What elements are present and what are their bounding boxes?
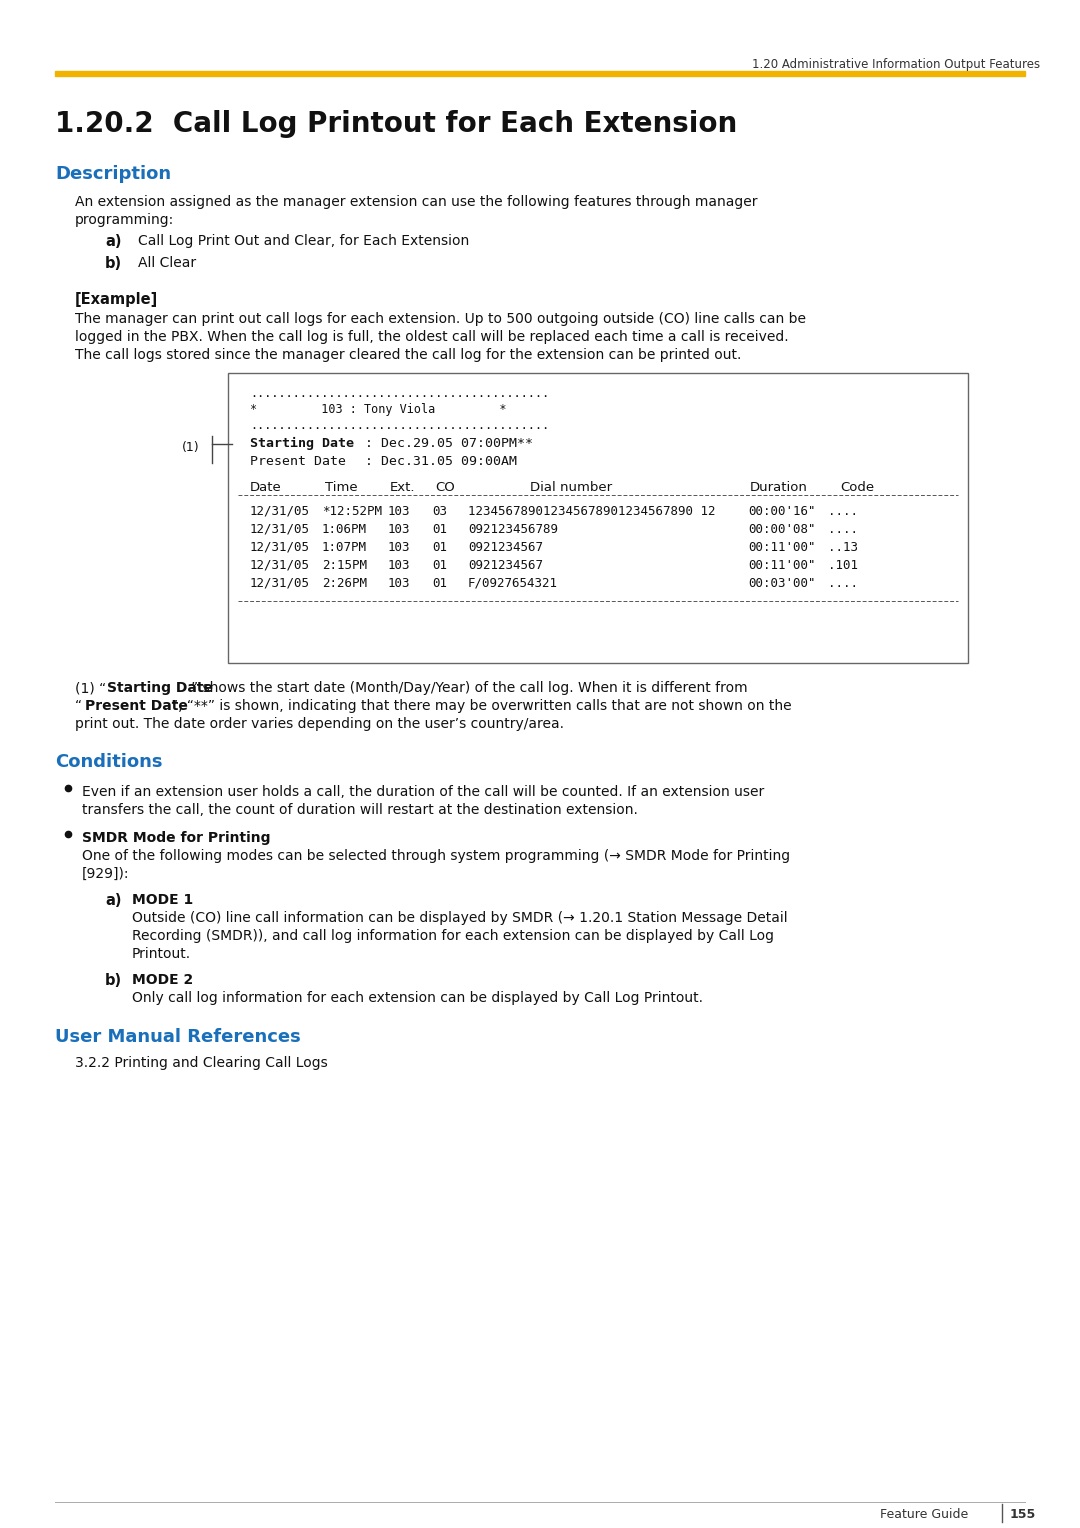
Text: 01: 01 <box>432 578 447 590</box>
Text: 2:26PM: 2:26PM <box>322 578 367 590</box>
Text: 103: 103 <box>388 541 410 555</box>
Text: Dial number: Dial number <box>530 481 612 494</box>
Text: All Clear: All Clear <box>138 257 197 270</box>
Text: 00:11'00": 00:11'00" <box>748 541 815 555</box>
Text: Present Date: Present Date <box>249 455 346 468</box>
Text: 00:11'00": 00:11'00" <box>748 559 815 571</box>
Text: [Example]: [Example] <box>75 292 159 307</box>
Text: : Dec.29.05 07:00PM**: : Dec.29.05 07:00PM** <box>365 437 534 451</box>
Text: Duration: Duration <box>750 481 808 494</box>
Text: Only call log information for each extension can be displayed by Call Log Printo: Only call log information for each exten… <box>132 992 703 1005</box>
Text: 01: 01 <box>432 559 447 571</box>
Text: print out. The date order varies depending on the user’s country/area.: print out. The date order varies dependi… <box>75 717 564 730</box>
Text: 103: 103 <box>388 504 410 518</box>
Text: F/0927654321: F/0927654321 <box>468 578 558 590</box>
Text: [929]):: [929]): <box>82 866 130 882</box>
Bar <box>55 70 1025 76</box>
Text: Starting Date: Starting Date <box>107 681 213 695</box>
Text: Date: Date <box>249 481 282 494</box>
Text: : Dec.31.05 09:00AM: : Dec.31.05 09:00AM <box>365 455 517 468</box>
Text: logged in the PBX. When the call log is full, the oldest call will be replaced e: logged in the PBX. When the call log is … <box>75 330 788 344</box>
Text: Feature Guide: Feature Guide <box>880 1508 969 1520</box>
Text: Printout.: Printout. <box>132 947 191 961</box>
Text: MODE 2: MODE 2 <box>132 973 193 987</box>
Text: 155: 155 <box>1010 1508 1036 1520</box>
Text: CO: CO <box>435 481 455 494</box>
Text: ....: .... <box>828 523 858 536</box>
Text: 103: 103 <box>388 559 410 571</box>
Text: 2:15PM: 2:15PM <box>322 559 367 571</box>
Text: 00:00'16": 00:00'16" <box>748 504 815 518</box>
Text: 01: 01 <box>432 541 447 555</box>
Text: ” shows the start date (Month/Day/Year) of the call log. When it is different fr: ” shows the start date (Month/Day/Year) … <box>191 681 747 695</box>
Text: ....: .... <box>828 578 858 590</box>
Text: Present Date: Present Date <box>85 698 188 714</box>
Text: ..13: ..13 <box>828 541 858 555</box>
Text: Code: Code <box>840 481 874 494</box>
Text: a): a) <box>105 234 121 249</box>
Text: 00:00'08": 00:00'08" <box>748 523 815 536</box>
Text: Outside (CO) line call information can be displayed by SMDR (→ 1.20.1 Station Me: Outside (CO) line call information can b… <box>132 911 787 924</box>
Text: *         103 : Tony Viola         *: * 103 : Tony Viola * <box>249 403 507 416</box>
Text: The call logs stored since the manager cleared the call log for the extension ca: The call logs stored since the manager c… <box>75 348 741 362</box>
Bar <box>228 373 968 663</box>
Text: User Manual References: User Manual References <box>55 1028 300 1047</box>
Text: (1): (1) <box>183 442 200 454</box>
Text: programming:: programming: <box>75 212 174 228</box>
Text: Recording (SMDR)), and call log information for each extension can be displayed : Recording (SMDR)), and call log informat… <box>132 929 774 943</box>
Text: 12/31/05: 12/31/05 <box>249 578 310 590</box>
Text: 1.20 Administrative Information Output Features: 1.20 Administrative Information Output F… <box>752 58 1040 70</box>
Text: b): b) <box>105 257 122 270</box>
Text: An extension assigned as the manager extension can use the following features th: An extension assigned as the manager ext… <box>75 196 757 209</box>
Text: 1:07PM: 1:07PM <box>322 541 367 555</box>
Text: 103: 103 <box>388 578 410 590</box>
Text: The manager can print out call logs for each extension. Up to 500 outgoing outsi: The manager can print out call logs for … <box>75 312 806 325</box>
Text: 00:03'00": 00:03'00" <box>748 578 815 590</box>
Text: One of the following modes can be selected through system programming (→ SMDR Mo: One of the following modes can be select… <box>82 850 791 863</box>
Text: (1) “: (1) “ <box>75 681 106 695</box>
Text: transfers the call, the count of duration will restart at the destination extens: transfers the call, the count of duratio… <box>82 804 638 817</box>
Text: 1:06PM: 1:06PM <box>322 523 367 536</box>
Text: Description: Description <box>55 165 171 183</box>
Text: ..........................................: ........................................… <box>249 419 550 432</box>
Text: 12/31/05: 12/31/05 <box>249 541 310 555</box>
Text: ”, “**” is shown, indicating that there may be overwritten calls that are not sh: ”, “**” is shown, indicating that there … <box>171 698 792 714</box>
Text: 12/31/05: 12/31/05 <box>249 504 310 518</box>
Text: 12/31/05: 12/31/05 <box>249 523 310 536</box>
Text: Starting Date: Starting Date <box>249 437 354 451</box>
Text: 0921234567: 0921234567 <box>468 559 543 571</box>
Text: 123456789012345678901234567890 12: 123456789012345678901234567890 12 <box>468 504 715 518</box>
Text: a): a) <box>105 892 121 908</box>
Text: 1.20.2  Call Log Printout for Each Extension: 1.20.2 Call Log Printout for Each Extens… <box>55 110 738 138</box>
Text: b): b) <box>105 973 122 989</box>
Text: Call Log Print Out and Clear, for Each Extension: Call Log Print Out and Clear, for Each E… <box>138 234 469 248</box>
Text: .101: .101 <box>828 559 858 571</box>
Text: 03: 03 <box>432 504 447 518</box>
Text: Conditions: Conditions <box>55 753 162 772</box>
Text: 01: 01 <box>432 523 447 536</box>
Text: MODE 1: MODE 1 <box>132 892 193 908</box>
Text: 092123456789: 092123456789 <box>468 523 558 536</box>
Text: 3.2.2 Printing and Clearing Call Logs: 3.2.2 Printing and Clearing Call Logs <box>75 1056 327 1070</box>
Text: Time: Time <box>325 481 357 494</box>
Text: SMDR Mode for Printing: SMDR Mode for Printing <box>82 831 270 845</box>
Text: 103: 103 <box>388 523 410 536</box>
Text: ..........................................: ........................................… <box>249 387 550 400</box>
Text: Ext.: Ext. <box>390 481 416 494</box>
Text: 0921234567: 0921234567 <box>468 541 543 555</box>
Text: “: “ <box>75 698 82 714</box>
Text: 12/31/05: 12/31/05 <box>249 559 310 571</box>
Text: ....: .... <box>828 504 858 518</box>
Text: Even if an extension user holds a call, the duration of the call will be counted: Even if an extension user holds a call, … <box>82 785 765 799</box>
Text: *12:52PM: *12:52PM <box>322 504 382 518</box>
